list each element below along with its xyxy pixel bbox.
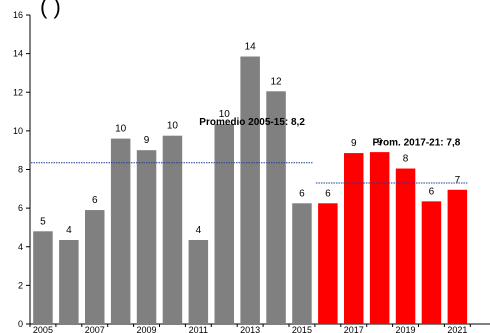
bar-2014 [266,91,286,324]
data-label-2010: 10 [167,121,179,132]
average-label-1: Promedio 2005-15: 8,2 [199,117,305,128]
y-tick-label: 0 [18,319,23,329]
bars [33,56,468,324]
data-label-2011: 4 [196,225,202,236]
data-label-2021: 7 [455,175,461,186]
data-label-2016: 6 [325,188,331,199]
average-lines: Promedio 2005-15: 8,2 Prom. 2017-21: 7,8 [31,117,469,184]
bar-2020 [421,201,442,324]
bar-2010 [162,135,183,324]
y-tick-label: 12 [13,87,23,97]
x-tick-label: 2007 [85,325,105,333]
data-label-2020: 6 [429,186,435,197]
bar-2012 [214,124,234,324]
data-label-2005: 5 [40,216,46,227]
bar-2018 [369,152,390,324]
y-tick-label: 8 [18,165,23,175]
bar-2017 [344,153,364,324]
x-tick-label: 2015 [292,325,312,333]
data-labels: 5 4 6 10 9 10 4 10 14 12 6 6 9 9 8 6 7 [40,42,460,236]
average-label-2: Prom. 2017-21: 7,8 [372,137,460,148]
bar-2007 [85,210,105,324]
data-label-2009: 9 [144,135,150,146]
data-label-2008: 10 [115,124,127,135]
data-label-2015: 6 [299,188,305,199]
data-label-2017: 9 [351,138,357,149]
data-label-2007: 6 [92,195,98,206]
y-tick-label: 6 [18,203,23,213]
data-label-2012: 10 [219,109,231,120]
bar-2016 [318,203,338,324]
y-tick-label: 16 [13,10,23,20]
bar-2019 [395,168,416,324]
y-tick-label: 4 [18,242,23,252]
axes: 0 2 4 6 8 10 12 14 16 2005 2007 2009 2011 2013 2015 201… [13,10,490,333]
bar-2021 [447,189,468,324]
y-tick-label: 2 [18,280,23,290]
x-tick-label: 2021 [447,325,467,333]
bar-2015 [292,203,312,324]
x-tick-label: 2011 [189,325,208,333]
data-label-2018: 9 [377,137,383,148]
bar-2008 [110,138,131,324]
data-label-2019: 8 [403,154,409,165]
bar-2006 [59,239,79,324]
x-tick-label: 2019 [396,325,416,333]
y-tick-label: 10 [13,126,23,136]
y-tick-label: 14 [13,49,23,59]
x-tick-label: 2017 [344,325,364,333]
chart-title: ( ) [40,0,61,19]
data-label-2013: 14 [245,42,257,53]
bar-2005 [33,231,53,324]
bar-2009 [136,150,157,324]
x-tick-label: 2005 [33,325,53,333]
bar-2011 [188,239,209,324]
bar-2013 [240,56,260,324]
data-label-2006: 4 [66,225,72,236]
x-tick-label: 2009 [137,325,157,333]
data-label-2014: 12 [270,76,282,87]
x-tick-label: 2013 [240,325,260,333]
